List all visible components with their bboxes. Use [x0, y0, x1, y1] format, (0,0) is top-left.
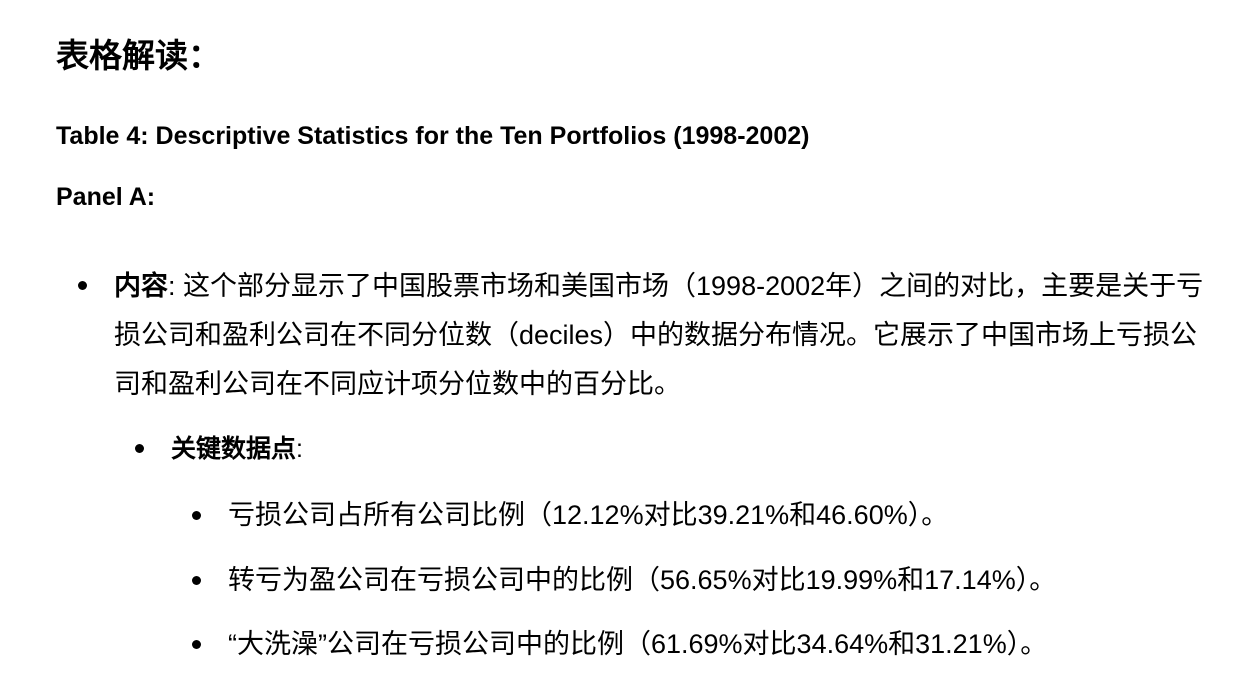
table-title: Table 4: Descriptive Statistics for the … — [56, 122, 810, 150]
content-separator: : — [168, 271, 184, 301]
bullet-dot — [192, 511, 201, 520]
key-point-item: “大洗澡”公司在亏损公司中的比例（61.69%对比34.64%和31.21%）。 — [228, 629, 1048, 659]
bullet-dot — [192, 576, 201, 585]
key-point-item: 转亏为盈公司在亏损公司中的比例（56.65%对比19.99%和17.14%）。 — [228, 565, 1057, 595]
key-points-list-item: 关键数据点: — [171, 429, 303, 469]
content-text: 这个部分显示了中国股票市场和美国市场（1998-2002年）之间的对比，主要是关… — [114, 271, 1204, 399]
key-point-item: 亏损公司占所有公司比例（12.12%对比39.21%和46.60%）。 — [228, 500, 949, 530]
key-points-suffix: : — [296, 435, 303, 463]
panel-title: Panel A: — [56, 183, 156, 211]
content-list-item: 内容: 这个部分显示了中国股票市场和美国市场（1998-2002年）之间的对比，… — [114, 262, 1214, 409]
content-label: 内容 — [114, 271, 168, 301]
bullet-dot — [78, 281, 87, 290]
section-heading: 表格解读： — [56, 37, 221, 74]
bullet-dot — [192, 640, 201, 649]
key-points-label: 关键数据点 — [171, 435, 297, 463]
bullet-dot — [135, 444, 144, 453]
